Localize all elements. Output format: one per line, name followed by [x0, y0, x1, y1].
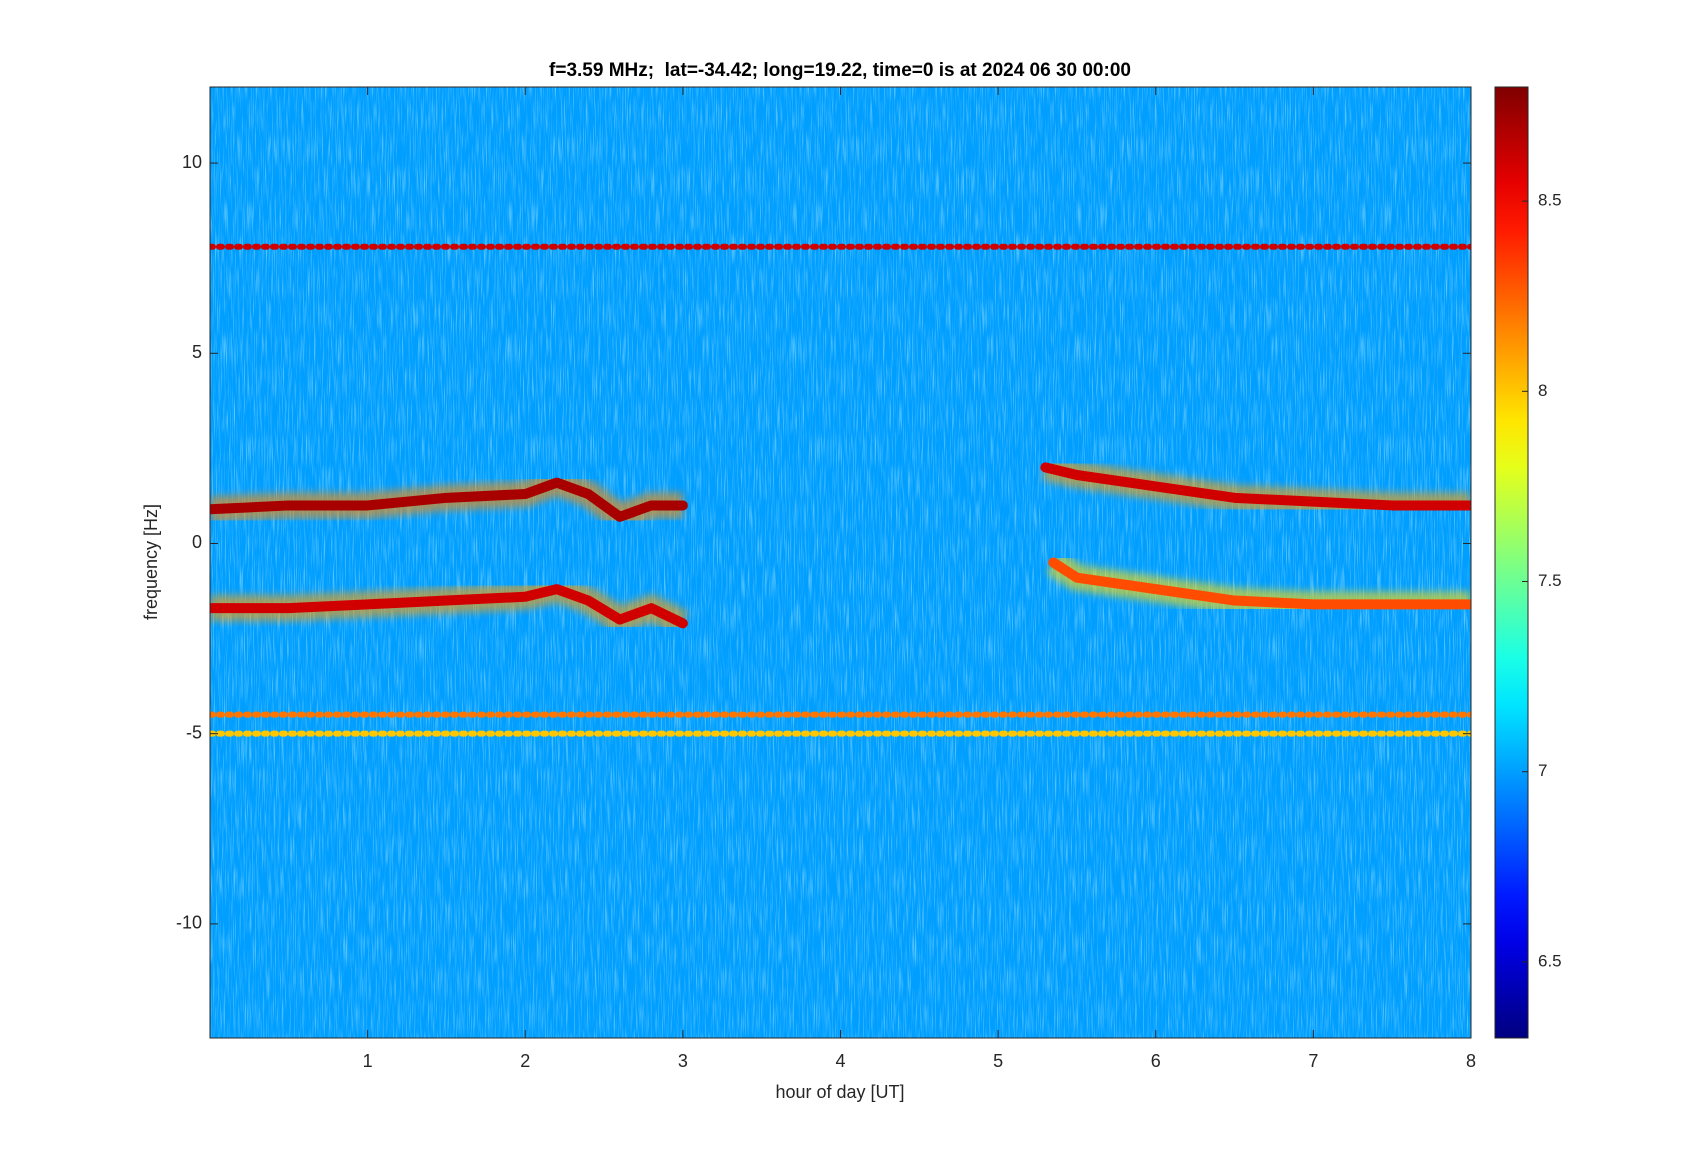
x-tick-label: 1: [363, 1051, 373, 1071]
x-tick-label: 5: [993, 1051, 1003, 1071]
x-tick-label: 8: [1466, 1051, 1476, 1071]
noise-texture: [210, 87, 1471, 1038]
x-tick-label: 4: [835, 1051, 845, 1071]
colorbar-tick-label: 7.5: [1538, 571, 1562, 590]
y-axis-label: frequency [Hz]: [141, 504, 161, 620]
colorbar-tick-label: 8: [1538, 381, 1547, 400]
y-tick-label: 5: [192, 342, 202, 362]
y-tick-label: 10: [182, 152, 202, 172]
features: [210, 231, 1471, 749]
colorbar-tick-label: 8.5: [1538, 191, 1562, 210]
y-tick-label: -10: [176, 913, 202, 933]
trace-line: [210, 477, 688, 522]
y-tick-label: -5: [186, 722, 202, 742]
x-tick-label: 2: [520, 1051, 530, 1071]
trace-line: [1048, 557, 1471, 610]
colorbar: [1494, 86, 1529, 1039]
trace-line: [1040, 462, 1471, 511]
x-tick-label: 6: [1151, 1051, 1161, 1071]
y-tick-label: 0: [192, 532, 202, 552]
colorbar-tick-label: 6.5: [1538, 951, 1562, 970]
trace-line: [210, 584, 688, 629]
chart-title: f=3.59 MHz; lat=-34.42; long=19.22, time…: [549, 60, 1131, 81]
x-axis-label: hour of day [UT]: [775, 1082, 904, 1102]
colorbar-tick-label: 7: [1538, 761, 1547, 780]
x-tick-label: 7: [1308, 1051, 1318, 1071]
x-tick-label: 3: [678, 1051, 688, 1071]
